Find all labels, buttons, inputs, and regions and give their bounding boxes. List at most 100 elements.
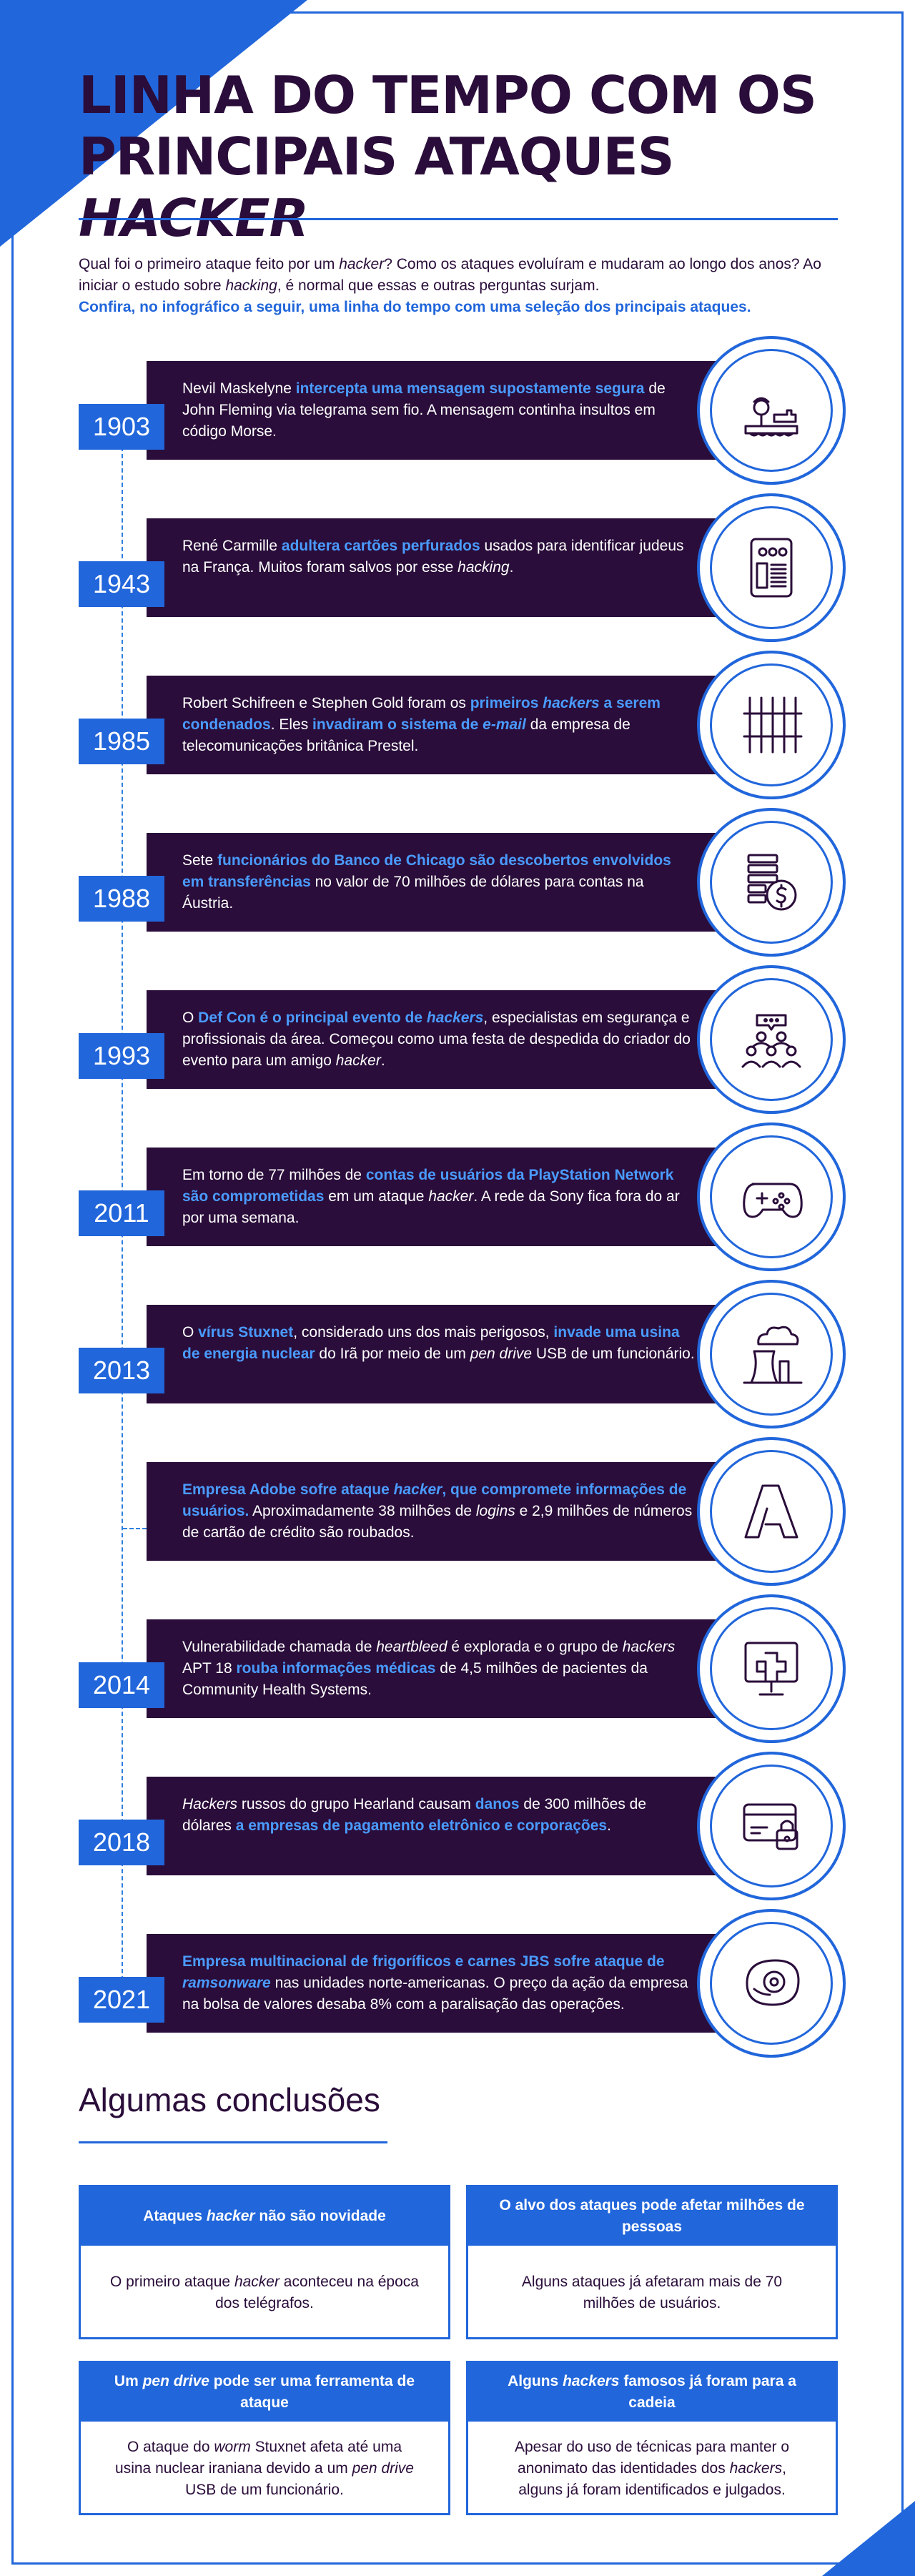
- intro-paragraph: Qual foi o primeiro ataque feito por um …: [79, 254, 851, 318]
- conclusion-body-part: O primeiro ataque: [110, 2273, 234, 2290]
- event-text: Sete: [182, 852, 218, 869]
- event-text: , que compromete informações de usuários…: [182, 1481, 687, 1519]
- event-icon-circle: [697, 1122, 846, 1271]
- event-year-badge: 1988: [79, 876, 164, 922]
- event-description: René Carmille adultera cartões perfurado…: [182, 536, 697, 578]
- event-icon-circle: [697, 336, 846, 485]
- conclusion-card-title-text: O alvo dos ataques pode afetar milhões d…: [490, 2195, 814, 2238]
- event-text: contas de usuários da PlayStation Networ…: [182, 1167, 674, 1205]
- event-text: de John Fleming via telegrama sem fio. A…: [182, 380, 666, 440]
- event-text: hackers: [622, 1639, 676, 1655]
- intro-text: , é normal que essas e outras perguntas …: [277, 277, 600, 294]
- timeline-event: Sete funcionários do Banco de Chicago sã…: [0, 808, 915, 965]
- conclusion-card-title: O alvo dos ataques pode afetar milhões d…: [468, 2187, 836, 2246]
- event-text: usados para identificar judeus na França…: [182, 538, 684, 576]
- event-year-badge: 1993: [79, 1033, 164, 1079]
- conclusion-card: O alvo dos ataques pode afetar milhões d…: [466, 2185, 838, 2339]
- conclusions-title: Algumas conclusões: [79, 2081, 380, 2118]
- timeline-event: O vírus Stuxnet, considerado uns dos mai…: [0, 1280, 915, 1437]
- conclusion-card-body-text: O primeiro ataque hacker aconteceu na ép…: [109, 2271, 420, 2314]
- conclusion-title-part: famosos já foram para a cadeia: [619, 2373, 796, 2411]
- event-description: Hackers russos do grupo Hearland causam …: [182, 1794, 697, 1837]
- conclusion-title-part: Alguns: [508, 2373, 563, 2389]
- event-text: invade uma usina de energia nuclear: [182, 1324, 680, 1362]
- title-line-1: LINHA DO TEMPO COM OS: [79, 65, 817, 125]
- event-text: é explorada e o grupo de: [447, 1639, 623, 1655]
- conclusion-card: Um pen drive pode ser uma ferramenta de …: [79, 2361, 450, 2515]
- event-card: [147, 990, 747, 1089]
- event-text: Robert Schifreen e Stephen Gold foram os: [182, 695, 470, 711]
- event-text: logins: [475, 1503, 515, 1519]
- conclusion-card: Ataques hacker não são novidade O primeir…: [79, 2185, 450, 2339]
- event-icon-circle: [697, 808, 846, 957]
- event-year-badge: 2011: [79, 1190, 164, 1236]
- page-frame: [11, 11, 904, 2565]
- event-text: heartbleed: [376, 1639, 447, 1655]
- event-text: Aproximadamente 38 milhões de: [249, 1503, 476, 1519]
- event-text: hacker: [393, 1481, 442, 1498]
- conclusion-title-part: Um: [114, 2373, 143, 2389]
- conclusion-card-title: Um pen drive pode ser uma ferramenta de …: [81, 2363, 448, 2422]
- event-description: Em torno de 77 milhões de contas de usuá…: [182, 1165, 697, 1229]
- event-text: O: [182, 1010, 199, 1026]
- money-stack-icon: [710, 821, 833, 944]
- telegraph-icon: [710, 349, 833, 472]
- event-text: vírus Stuxnet: [198, 1324, 294, 1341]
- event-year-badge: 1943: [79, 561, 164, 607]
- conclusion-title-part: não são novidade: [254, 2208, 386, 2224]
- event-card: [147, 518, 747, 617]
- event-card: [147, 833, 747, 932]
- conclusion-title-part: hacker: [206, 2208, 255, 2224]
- event-text: invadiram o sistema de: [312, 716, 483, 733]
- conclusion-card-body: Apesar do uso de técnicas para manter o …: [468, 2422, 836, 2515]
- meat-icon: [710, 1922, 833, 2045]
- conclusion-body-part: hacker: [234, 2273, 280, 2290]
- medical-monitor-icon: [710, 1607, 833, 1730]
- nuclear-plant-icon: [710, 1293, 833, 1416]
- timeline-event: Vulnerabilidade chamada de heartbleed é …: [0, 1594, 915, 1752]
- event-year-badge: 1903: [79, 404, 164, 450]
- timeline-event: Em torno de 77 milhões de contas de usuá…: [0, 1122, 915, 1280]
- conclusion-title-part: Ataques: [143, 2208, 207, 2224]
- event-text: adultera cartões perfurados: [281, 538, 480, 554]
- event-text: pen drive: [470, 1346, 533, 1362]
- punch-card-icon: [710, 506, 833, 629]
- event-text: René Carmille: [182, 538, 282, 554]
- conclusion-body-part: , alguns já foram identificados e julgad…: [518, 2459, 786, 2498]
- event-text: .: [380, 1052, 385, 1069]
- conclusion-title-part: pode ser uma ferramenta de ataque: [209, 2373, 415, 2411]
- event-icon-circle: [697, 1752, 846, 1900]
- event-text: russos do grupo Hearland causam: [237, 1796, 475, 1812]
- event-year-badge: 2014: [79, 1662, 164, 1708]
- intro-text: Qual foi o primeiro ataque feito por um: [79, 256, 340, 272]
- event-card: [147, 361, 747, 460]
- event-icon-circle: [697, 1909, 846, 2058]
- timeline-event: Robert Schifreen e Stephen Gold foram os…: [0, 651, 915, 808]
- event-text: Em torno de 77 milhões de: [182, 1167, 366, 1183]
- event-text: USB de um funcionário.: [532, 1346, 695, 1362]
- conclusion-body-part: Alguns ataques já afetaram mais de 70 mi…: [521, 2273, 783, 2311]
- event-icon-circle: [697, 1594, 846, 1743]
- conclusion-title-part: hackers: [563, 2373, 620, 2389]
- event-text: intercepta uma mensagem supostamente seg…: [295, 380, 645, 397]
- event-text: .: [509, 559, 514, 576]
- event-text: Vulnerabilidade chamada de: [182, 1639, 377, 1655]
- event-text: hacker: [428, 1188, 474, 1205]
- adobe-icon: [710, 1450, 833, 1573]
- event-text: Nevil Maskelyne: [182, 380, 296, 397]
- event-description: O vírus Stuxnet, considerado uns dos mai…: [182, 1322, 697, 1365]
- conclusion-body-part: O ataque do: [127, 2438, 214, 2455]
- timeline-event: René Carmille adultera cartões perfurado…: [0, 493, 915, 651]
- conclusion-card-title-text: Alguns hackers famosos já foram para a c…: [490, 2371, 814, 2414]
- conclusion-card: Alguns hackers famosos já foram para a c…: [466, 2361, 838, 2515]
- conclusion-body-part: Apesar do uso de técnicas para manter o …: [514, 2438, 790, 2477]
- event-description: Empresa Adobe sofre ataque hacker, que c…: [182, 1479, 697, 1544]
- event-text: e 2,9 milhões de números de cartão de cr…: [182, 1503, 693, 1541]
- timeline-event: Hackers russos do grupo Hearland causam …: [0, 1752, 915, 1909]
- conclusion-title-part: O alvo dos ataques pode afetar milhões d…: [499, 2197, 805, 2235]
- event-card: [147, 676, 747, 774]
- page-title: LINHA DO TEMPO COM OS PRINCIPAIS ATAQUES…: [79, 64, 851, 249]
- intro-text: ? Como os ataques evoluíram e mudaram ao…: [79, 256, 821, 294]
- event-card: [147, 1305, 747, 1403]
- event-description: Vulnerabilidade chamada de heartbleed é …: [182, 1637, 697, 1701]
